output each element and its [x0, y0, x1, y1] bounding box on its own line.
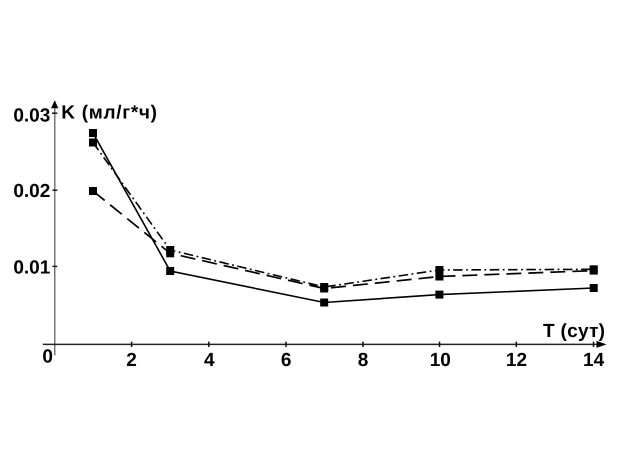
svg-text:0.02: 0.02: [13, 181, 50, 202]
svg-text:0.01: 0.01: [13, 257, 50, 278]
svg-text:12: 12: [506, 350, 527, 371]
svg-text:6: 6: [281, 350, 292, 371]
svg-text:0: 0: [42, 347, 53, 368]
svg-text:2: 2: [126, 350, 137, 371]
svg-text:14: 14: [583, 350, 605, 371]
svg-text:8: 8: [358, 350, 369, 371]
svg-text:10: 10: [430, 350, 451, 371]
svg-text:T (сут): T (сут): [543, 321, 605, 342]
svg-text:0.03: 0.03: [13, 105, 50, 126]
svg-text:4: 4: [204, 350, 215, 371]
svg-text:K (мл/г*ч): K (мл/г*ч): [61, 103, 157, 124]
